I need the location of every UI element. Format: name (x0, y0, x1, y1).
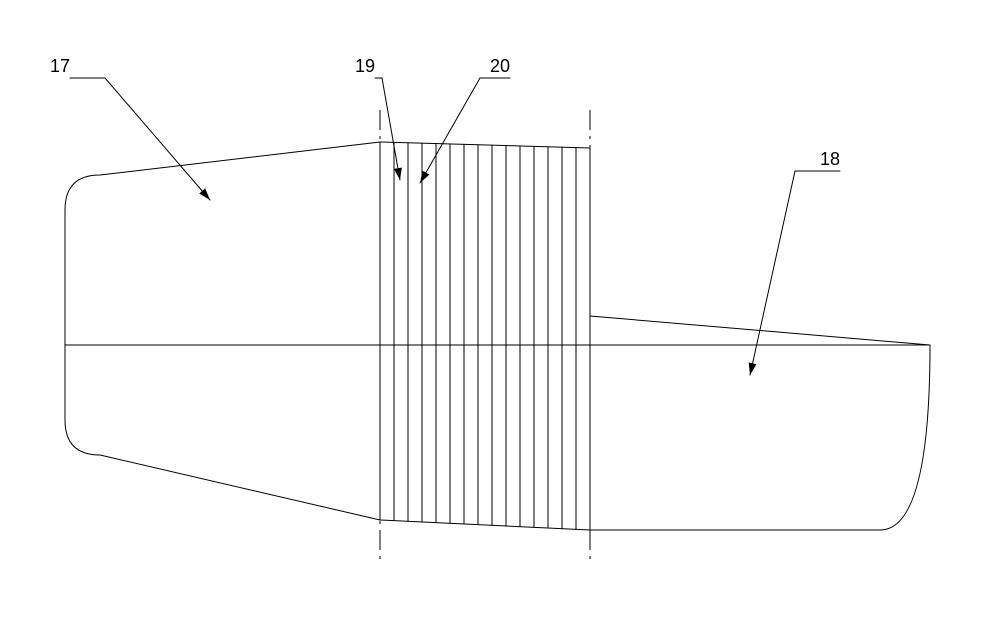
label-20: 20 (490, 56, 510, 76)
diagram-root: 17 19 20 18 (0, 0, 1000, 632)
label-18: 18 (820, 149, 840, 169)
figure-svg: 17 19 20 18 (0, 0, 1000, 632)
background (0, 0, 1000, 632)
label-17: 17 (50, 56, 70, 76)
label-19: 19 (355, 56, 375, 76)
